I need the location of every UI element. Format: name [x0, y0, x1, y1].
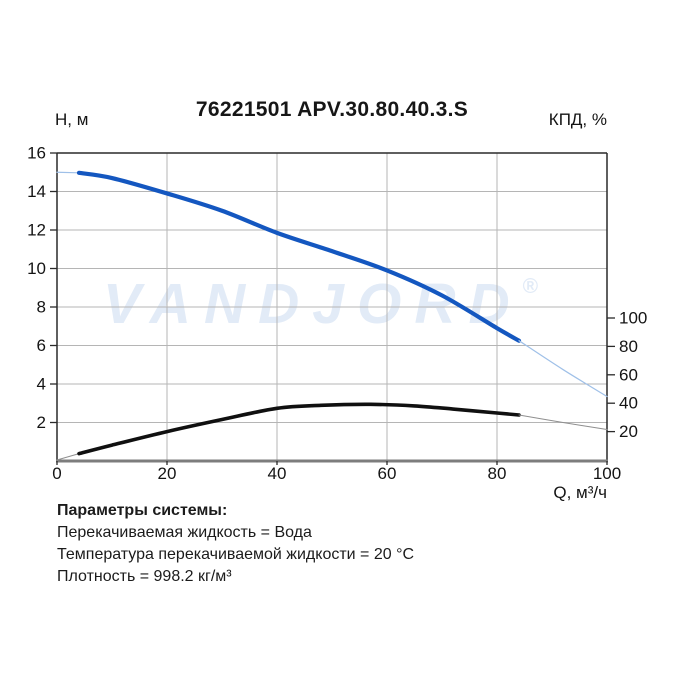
watermark-vandjord: VANDJORD®: [103, 271, 538, 337]
efficiency-curve: [77, 402, 521, 456]
parameter-temperature: Температура перекачиваемой жидкости = 20…: [57, 546, 415, 563]
tick-marks: [50, 152, 615, 465]
head-curve-lead: [56, 171, 80, 174]
head-curve: [76, 170, 522, 343]
left-tick-label: 10: [27, 259, 46, 278]
left-tick-label: 6: [37, 336, 46, 355]
x-tick-label: 100: [593, 464, 621, 483]
left-tick-label: 12: [27, 221, 46, 240]
left-tick-label: 2: [37, 413, 46, 432]
left-tick-label: 14: [27, 182, 46, 201]
parameter-liquid: Перекачиваемая жидкость = Вода: [57, 524, 312, 541]
efficiency-curve-extension: [518, 414, 608, 430]
system-parameters-block: Параметры системы: Перекачиваемая жидкос…: [57, 500, 414, 588]
x-tick-label: 40: [268, 464, 287, 483]
efficiency-curve-lead: [56, 453, 80, 461]
curves: [56, 170, 608, 461]
right-tick-label: 40: [619, 394, 638, 413]
right-tick-label: 60: [619, 365, 638, 384]
parameter-density: Плотность = 998.2 кг/м³: [57, 568, 232, 585]
plot-frame: [56, 152, 608, 463]
right-tick-label: 100: [619, 309, 647, 328]
x-tick-label: 20: [158, 464, 177, 483]
left-tick-label: 16: [27, 144, 46, 163]
left-tick-label: 4: [37, 375, 46, 394]
tick-labels: 2 4 6 8 10 12 14 16 20 40 60 80 100 0 20 40 60 80 100: [27, 144, 647, 484]
chart-title: 76221501 APV.30.80.40.3.S: [195, 98, 469, 121]
x-axis-label: Q, м³/ч: [553, 483, 607, 502]
left-tick-label: 8: [37, 298, 46, 317]
left-axis-title: Н, м: [55, 110, 89, 129]
right-tick-label: 80: [619, 337, 638, 356]
system-parameters-heading: Параметры системы:: [57, 502, 228, 519]
head-curve-extension: [518, 340, 608, 398]
watermark-text: VANDJORD: [103, 272, 523, 336]
x-tick-label: 60: [378, 464, 397, 483]
x-tick-label: 0: [52, 464, 61, 483]
gridlines: [57, 153, 607, 461]
right-axis-title: КПД, %: [548, 110, 607, 129]
registered-trademark-icon: ®: [522, 275, 539, 298]
x-tick-label: 80: [488, 464, 507, 483]
right-tick-label: 20: [619, 422, 638, 441]
